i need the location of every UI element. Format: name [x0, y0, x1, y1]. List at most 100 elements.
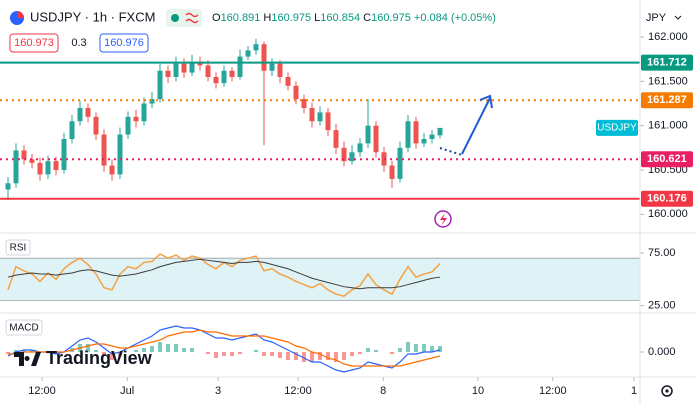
candle-body — [101, 134, 107, 166]
ohlc-label: H — [263, 12, 271, 24]
macd-histogram-bar — [278, 352, 282, 358]
macd-histogram-bar — [230, 352, 234, 356]
projection-dotted — [439, 147, 463, 156]
macd-histogram-bar — [166, 344, 170, 352]
level-price-label: 161.712 — [647, 57, 687, 69]
macd-histogram-bar — [134, 350, 138, 352]
candle-body — [341, 147, 347, 162]
candle-body — [405, 121, 411, 148]
candle-body — [45, 161, 51, 175]
sell-price: 160.973 — [14, 37, 54, 49]
ohlc-value: 160.975 — [271, 12, 311, 24]
price-tag: USDJPY — [597, 123, 637, 134]
candle-body — [237, 56, 243, 77]
macd-histogram-bar — [94, 350, 98, 352]
candle-body — [317, 112, 323, 122]
price-tag-box — [596, 119, 638, 136]
candle-body — [309, 107, 315, 122]
currency-dropdown[interactable] — [674, 15, 682, 20]
macd-histogram-bar — [190, 348, 194, 352]
macd-histogram-bar — [14, 350, 18, 352]
y-tick-label: 25.00 — [648, 300, 676, 312]
macd-histogram-bar — [30, 350, 34, 352]
macd-histogram-bar — [110, 352, 114, 360]
rsi-label-box[interactable] — [5, 239, 31, 256]
macd-histogram-bar — [270, 352, 274, 356]
candle-body — [365, 125, 371, 144]
ohlc-change: +0.084 (+0.05%) — [414, 12, 496, 24]
x-tick-label: 3 — [215, 385, 221, 397]
market-open-dot — [171, 14, 179, 22]
macd-histogram-bar — [6, 352, 10, 354]
symbol-title[interactable]: USDJPY · 1h · FXCM — [30, 9, 155, 24]
macd-histogram-bar — [310, 352, 314, 362]
candle-body — [421, 138, 427, 144]
candle-body — [117, 134, 123, 175]
candle-body — [269, 63, 275, 71]
buy-button[interactable] — [99, 33, 149, 53]
candle-body — [5, 183, 11, 190]
candle-body — [197, 61, 203, 66]
candle-body — [93, 116, 99, 135]
macd-histogram-bar — [358, 352, 362, 354]
level-price-label: 160.621 — [647, 153, 687, 165]
candle-body — [141, 103, 147, 122]
macd-histogram-bar — [342, 352, 346, 360]
macd-histogram-bar — [86, 344, 90, 352]
candle-body — [61, 138, 67, 170]
candle-body — [333, 130, 339, 148]
y-tick-label: 160.000 — [648, 208, 688, 220]
ohlc-value: 160.891 — [221, 12, 261, 24]
market-icon — [185, 12, 199, 24]
x-tick-label: 10 — [472, 385, 484, 397]
candle-body — [389, 165, 395, 179]
x-tick-label: 12:00 — [28, 385, 56, 397]
macd-histogram-bar — [374, 350, 378, 352]
macd-histogram-bar — [406, 342, 410, 352]
macd-histogram-bar — [422, 344, 426, 352]
macd-histogram-bar — [214, 352, 218, 358]
candle-body — [205, 65, 211, 77]
settings-icon-center — [665, 389, 669, 393]
candle-body — [301, 99, 307, 108]
candle-body — [293, 85, 299, 100]
ohlc: O160.891 H160.975 L160.854 C160.975 +0.0… — [212, 12, 496, 24]
y-tick-label: 0.000 — [648, 346, 676, 358]
candle-body — [437, 127, 443, 136]
settings-icon[interactable] — [661, 385, 673, 397]
candle-body — [253, 44, 259, 51]
candle-body — [413, 121, 419, 144]
event-icon[interactable] — [434, 210, 452, 228]
candle-body — [229, 70, 235, 77]
currency[interactable]: JPY — [646, 12, 667, 24]
ohlc-label: C — [363, 12, 371, 24]
level-price-box — [641, 54, 693, 71]
candle-body — [13, 150, 19, 184]
macd-histogram-bar — [142, 348, 146, 352]
macd-histogram-bar — [414, 344, 418, 352]
macd-histogram-bar — [286, 352, 290, 360]
macd-histogram-bar — [158, 342, 162, 352]
candle-body — [173, 63, 179, 77]
event-icon-bolt — [440, 213, 447, 226]
candle-body — [397, 147, 403, 179]
candle-body — [37, 162, 43, 175]
rsi-line — [7, 258, 441, 290]
macd-label-box[interactable] — [5, 319, 43, 336]
candle-body — [125, 116, 131, 135]
ohlc-label: L — [314, 12, 320, 24]
macd-histogram-bar — [318, 352, 322, 360]
y-tick-label: 75.00 — [648, 247, 676, 259]
candle-body — [29, 159, 35, 163]
sell-button[interactable] — [9, 33, 59, 53]
logo-mark — [14, 352, 41, 366]
macd-histogram-bar — [150, 346, 154, 352]
logo-text[interactable]: TradingView — [46, 348, 153, 368]
spread: 0.3 — [71, 37, 86, 49]
macd-histogram-bar — [302, 352, 306, 362]
rsi-title: RSI — [10, 243, 27, 254]
macd-line — [7, 325, 441, 373]
candle-body — [245, 50, 251, 57]
buy-price: 160.976 — [104, 37, 144, 49]
